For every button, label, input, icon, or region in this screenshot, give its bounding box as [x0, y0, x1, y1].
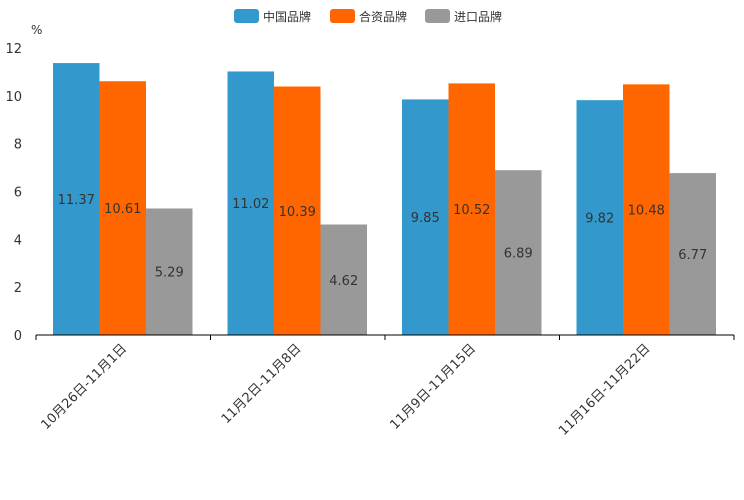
y-tick-label-0: 0 — [14, 329, 22, 344]
legend-swatch-1 — [330, 9, 355, 23]
bar-1-3 — [623, 84, 670, 335]
data-label-2-2: 6.89 — [504, 247, 533, 262]
x-category-label-2: 11月9日-11月15日 — [387, 341, 479, 433]
y-axis: 0 2 4 6 8 10 12 — [5, 42, 22, 344]
data-label-0-1: 11.02 — [232, 197, 269, 212]
bar-2-2 — [495, 170, 542, 335]
x-category-label-3: 11月16日-11月22日 — [556, 341, 653, 438]
bars: 11.37 10.61 5.29 11.02 10.39 4.62 9.85 10.52 6.8… — [53, 63, 716, 336]
data-label-1-2: 10.52 — [453, 203, 490, 218]
bar-0-1 — [227, 71, 274, 336]
data-label-0-0: 11.37 — [58, 193, 95, 208]
data-label-1-1: 10.39 — [279, 205, 316, 220]
data-label-0-3: 9.82 — [585, 212, 614, 227]
y-tick-label-6: 12 — [5, 42, 22, 57]
legend-label-1: 合资品牌 — [359, 9, 407, 24]
y-tick-label-5: 10 — [5, 90, 22, 105]
y-tick-label-3: 6 — [14, 186, 22, 201]
x-axis: 10月26日-11月1日 11月2日-11月8日 11月9日-11月15日 11月16… — [35, 334, 735, 439]
bar-2-1 — [320, 224, 367, 335]
legend-swatch-2 — [425, 9, 450, 23]
data-label-2-0: 5.29 — [155, 266, 184, 281]
bar-1-2 — [448, 83, 495, 335]
data-label-2-3: 6.77 — [678, 248, 707, 263]
data-label-0-2: 9.85 — [411, 211, 440, 226]
y-axis-unit-label: % — [31, 23, 42, 37]
y-tick-label-2: 4 — [14, 233, 22, 248]
data-label-2-1: 4.62 — [329, 274, 358, 289]
bar-0-2 — [402, 99, 449, 335]
x-category-label-1: 11月2日-11月8日 — [219, 341, 305, 427]
bar-0-3 — [576, 100, 623, 335]
bar-0-0 — [53, 63, 100, 335]
data-label-1-3: 10.48 — [628, 204, 665, 219]
y-tick-label-1: 2 — [14, 281, 22, 296]
data-label-1-0: 10.61 — [104, 202, 141, 217]
bar-1-1 — [274, 86, 321, 336]
legend-label-0: 中国品牌 — [263, 9, 311, 24]
bar-1-0 — [99, 81, 146, 335]
legend-label-2: 进口品牌 — [454, 10, 502, 24]
bar-2-0 — [146, 208, 193, 335]
legend-swatch-0 — [234, 9, 259, 23]
bar-2-3 — [669, 173, 716, 335]
x-category-label-0: 10月26日-11月1日 — [38, 341, 130, 433]
y-tick-label-4: 8 — [14, 138, 22, 153]
legend: 中国品牌 合资品牌 进口品牌 — [234, 9, 502, 24]
